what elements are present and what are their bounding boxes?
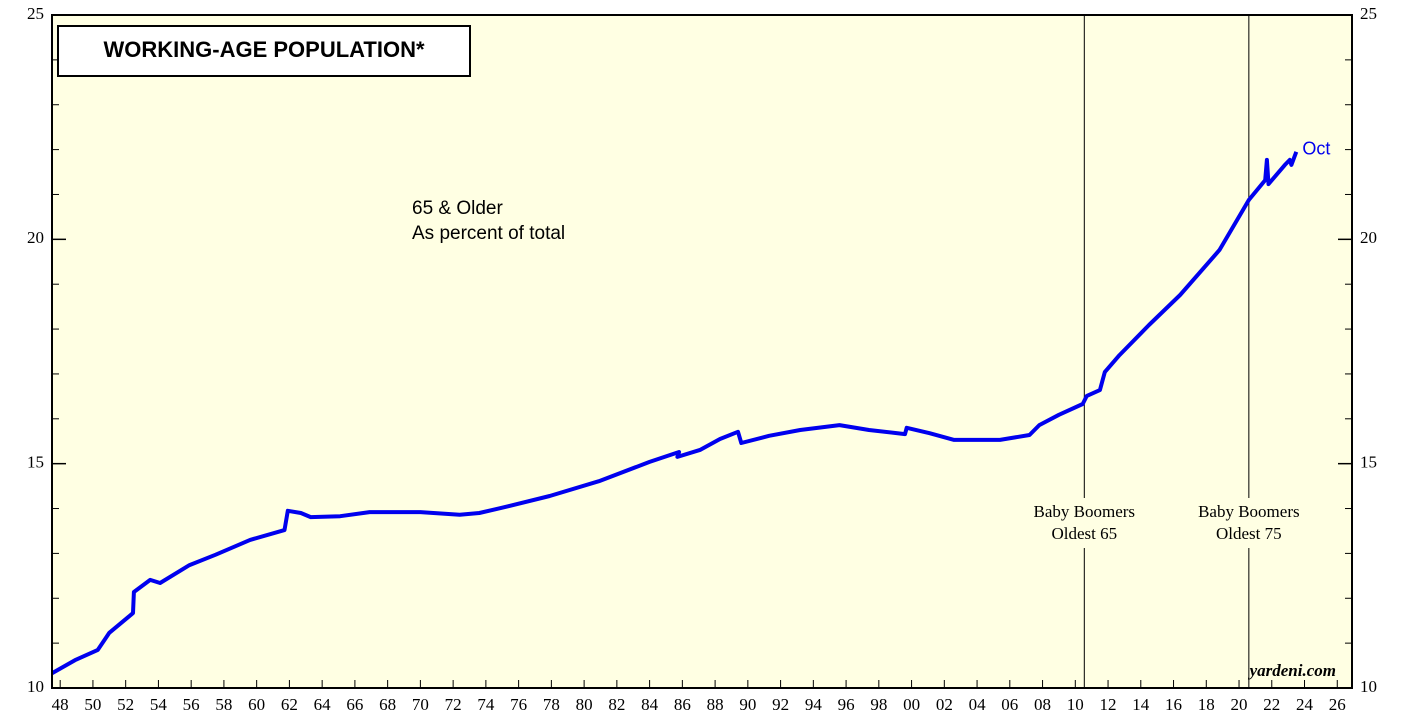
x-tick-label: 52 [117, 695, 134, 714]
series-label: As percent of total [412, 223, 565, 244]
event-label: Oldest 75 [1216, 524, 1282, 543]
x-tick-label: 22 [1263, 695, 1280, 714]
plot-area [52, 15, 1352, 688]
y2-tick-label: 25 [1360, 4, 1377, 23]
series-line [51, 151, 1299, 675]
x-tick-label: 82 [608, 695, 625, 714]
x-tick-label: 70 [412, 695, 429, 714]
x-tick-label: 72 [445, 695, 462, 714]
x-tick-label: 76 [510, 695, 527, 714]
x-tick-label: 02 [936, 695, 953, 714]
x-tick-label: 62 [281, 695, 298, 714]
y-tick-label: 20 [27, 228, 44, 247]
series-label: 65 & Older [412, 198, 503, 219]
event-label: Oldest 65 [1051, 524, 1117, 543]
event-label: Baby Boomers [1034, 502, 1136, 521]
source: yardeni.com [1248, 661, 1336, 680]
y-tick-label: 10 [27, 677, 44, 696]
end-label: Oct [1302, 139, 1330, 159]
title-box [57, 25, 471, 77]
x-tick-label: 04 [969, 695, 987, 714]
x-tick-label: 68 [379, 695, 396, 714]
x-tick-label: 08 [1034, 695, 1051, 714]
x-tick-label: 56 [183, 695, 200, 714]
x-tick-label: 24 [1296, 695, 1314, 714]
x-tick-label: 54 [150, 695, 168, 714]
x-tick-label: 26 [1329, 695, 1346, 714]
x-tick-label: 66 [346, 695, 363, 714]
plot-border [51, 14, 1353, 689]
x-tick-label: 64 [314, 695, 332, 714]
x-tick-label: 00 [903, 695, 920, 714]
x-tick-label: 60 [248, 695, 265, 714]
x-tick-label: 74 [477, 695, 495, 714]
x-tick-label: 14 [1132, 695, 1150, 714]
x-tick-label: 98 [870, 695, 887, 714]
x-tick-label: 48 [52, 695, 69, 714]
x-tick-label: 92 [772, 695, 789, 714]
y2-tick-label: 20 [1360, 228, 1377, 247]
x-tick-label: 96 [838, 695, 855, 714]
chart-title: WORKING-AGE POPULATION* [103, 37, 424, 62]
x-tick-label: 12 [1100, 695, 1117, 714]
x-tick-label: 80 [576, 695, 593, 714]
x-tick-label: 16 [1165, 695, 1182, 714]
x-tick-label: 20 [1231, 695, 1248, 714]
event-label: Baby Boomers [1198, 502, 1300, 521]
x-tick-label: 90 [739, 695, 756, 714]
x-tick-label: 88 [707, 695, 724, 714]
x-tick-label: 94 [805, 695, 823, 714]
x-tick-label: 10 [1067, 695, 1084, 714]
x-tick-label: 86 [674, 695, 691, 714]
x-tick-label: 84 [641, 695, 659, 714]
y2-tick-label: 15 [1360, 453, 1377, 472]
y-tick-label: 15 [27, 453, 44, 472]
x-tick-label: 18 [1198, 695, 1215, 714]
y-tick-label: 25 [27, 4, 44, 23]
y2-tick-label: 10 [1360, 677, 1377, 696]
x-tick-label: 78 [543, 695, 560, 714]
x-tick-label: 50 [84, 695, 101, 714]
x-tick-label: 58 [215, 695, 232, 714]
x-tick-label: 06 [1001, 695, 1018, 714]
